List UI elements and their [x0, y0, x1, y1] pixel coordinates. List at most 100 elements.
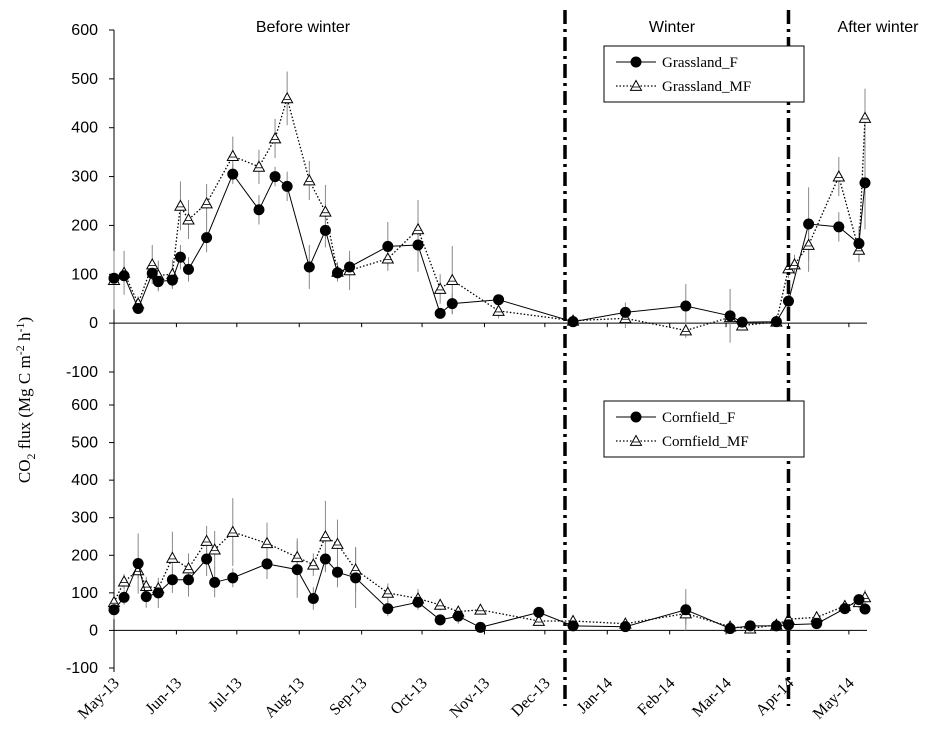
legend: Grassland_F Grassland_MF [603, 45, 805, 103]
data-point [174, 199, 187, 211]
series-layer [107, 91, 872, 635]
data-point [132, 302, 144, 314]
y-tick-label: 0 [89, 622, 98, 639]
data-point [770, 620, 782, 632]
data-point [226, 525, 240, 537]
data-point [434, 307, 446, 319]
data-point [629, 434, 643, 446]
data-point [182, 574, 194, 586]
data-point [446, 298, 458, 310]
data-point [268, 131, 282, 144]
data-point [319, 553, 331, 565]
data-point [118, 591, 130, 603]
y-tick-label: -100 [66, 660, 98, 677]
x-tick-label: Mar-14 [689, 675, 735, 721]
data-point [280, 91, 294, 104]
data-point [433, 282, 447, 294]
y-tick-label: 300 [71, 510, 98, 527]
data-point [852, 243, 866, 255]
data-point [803, 218, 815, 230]
x-tick-label: Dec-13 [508, 675, 553, 720]
y-tick-label: 200 [71, 547, 98, 564]
data-point [736, 316, 748, 328]
data-point [411, 222, 425, 235]
x-tick-label: Feb-14 [634, 675, 678, 719]
data-point [630, 411, 642, 423]
data-point [434, 614, 446, 626]
data-point [533, 606, 545, 618]
data-point [174, 251, 186, 263]
data-point [252, 160, 266, 172]
data-point [152, 276, 164, 288]
data-point [474, 621, 486, 633]
legend-label: Grassland_MF [662, 79, 751, 95]
data-point [281, 180, 293, 192]
data-point [744, 620, 756, 632]
data-point [679, 323, 693, 336]
data-point [261, 558, 273, 570]
data-point [445, 273, 459, 286]
series-line [113, 96, 866, 332]
data-point [145, 257, 159, 270]
data-point [302, 173, 316, 186]
legend-box [603, 400, 805, 458]
data-point [433, 598, 447, 610]
data-point [832, 170, 846, 182]
x-tick-label: Jun-13 [142, 675, 185, 718]
series-Cornfield_F [108, 553, 871, 635]
period-dividers [563, 10, 791, 706]
x-tick-label: Nov-13 [447, 675, 494, 722]
y-axis-label: CO2 flux (Mg C m-2 h-1) [13, 317, 38, 483]
data-point [331, 267, 343, 279]
series-line [113, 558, 866, 630]
data-point [853, 594, 865, 606]
data-point [319, 224, 331, 236]
data-point [858, 111, 872, 123]
data-point [227, 572, 239, 584]
data-point [117, 575, 131, 587]
data-point [350, 572, 362, 584]
y-tick-label: 0 [89, 315, 98, 332]
data-point [412, 239, 424, 251]
data-point [567, 316, 579, 328]
data-point [452, 610, 464, 622]
data-point [630, 56, 642, 68]
data-point [132, 558, 144, 570]
series-line [113, 173, 866, 323]
data-point [146, 267, 158, 279]
data-point [493, 294, 505, 306]
data-point [166, 574, 178, 586]
data-point [201, 232, 213, 244]
error-bars-layer [113, 71, 866, 631]
data-point [724, 623, 736, 635]
y-tick-label: -100 [66, 364, 98, 381]
data-point [290, 550, 304, 563]
data-point [108, 272, 120, 284]
data-point [118, 270, 130, 282]
data-point [724, 310, 736, 322]
data-point [303, 261, 315, 273]
y-tick-label: 100 [71, 266, 98, 283]
period-label: Winter [649, 19, 696, 36]
data-point [201, 553, 213, 565]
x-tick-label: Sep-13 [326, 675, 370, 719]
data-point [619, 306, 631, 318]
y-tick-label: 400 [71, 120, 98, 137]
y-tick-label: 400 [71, 472, 98, 489]
data-point [567, 620, 579, 632]
data-point [227, 168, 239, 180]
series-Grassland_MF [107, 91, 872, 336]
period-label: Before winter [256, 19, 351, 36]
data-point [307, 592, 319, 604]
data-point [412, 596, 424, 608]
data-point [166, 551, 179, 563]
legends: Grassland_FGrassland_MFCornfield_FCornfi… [603, 45, 805, 458]
x-tick-label: May-13 [75, 675, 123, 723]
x-tick-label: Jan-14 [574, 675, 616, 717]
data-point [474, 603, 487, 615]
data-point [492, 304, 505, 316]
data-point [208, 543, 222, 555]
data-point [811, 618, 823, 630]
data-point [319, 205, 332, 217]
data-point [182, 263, 194, 275]
